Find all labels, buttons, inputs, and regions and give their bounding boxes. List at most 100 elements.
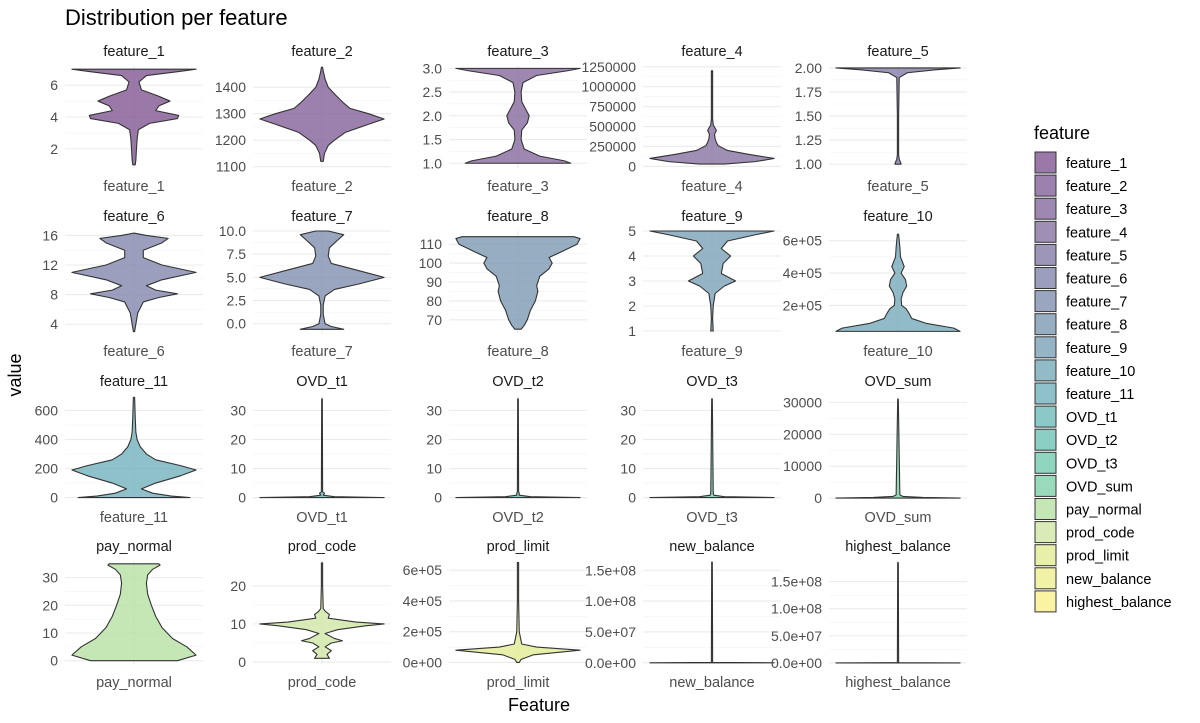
y-tick-label: 0.0 — [227, 316, 247, 332]
facet-label-feature-1: feature_1 — [103, 44, 164, 60]
legend-key-ovd-sum — [1034, 474, 1057, 497]
facet-label-feature-10: feature_10 — [863, 209, 932, 225]
y-tick-label: 10000 — [783, 458, 822, 474]
legend-label-feature-3: feature_3 — [1066, 202, 1127, 218]
panel-feature-8: 70 80 90 100 110 feature_8 feature_8 — [419, 209, 587, 360]
y-tick-label: 400 — [35, 432, 59, 448]
y-tick-label: 10 — [230, 461, 246, 477]
y-tick-label: 0 — [238, 654, 246, 670]
y-tick-label: 30 — [230, 403, 246, 419]
y-tick-label: 0 — [50, 653, 58, 669]
facet-label-feature-8: feature_8 — [487, 209, 548, 225]
y-axis-title: value — [5, 353, 25, 396]
legend-key-feature-5 — [1034, 243, 1057, 266]
y-tick-label: 2.0 — [423, 108, 443, 124]
x-tick-label-feature-10: feature_10 — [863, 344, 932, 360]
legend-key-feature-6 — [1034, 267, 1057, 289]
y-tick-label: 3.0 — [423, 60, 443, 76]
facet-label-feature-3: feature_3 — [487, 44, 548, 60]
y-tick-label: 4 — [50, 109, 58, 125]
x-tick-label-feature-8: feature_8 — [487, 344, 548, 360]
legend-title: feature — [1034, 123, 1090, 143]
panel-prod-code: 0 10 20 prod_code prod_code — [230, 539, 391, 691]
facet-label-feature-2: feature_2 — [291, 44, 352, 60]
x-tick-label-feature-7: feature_7 — [291, 344, 352, 360]
y-tick-label: 1000000 — [581, 79, 636, 95]
violin-feature-6 — [71, 232, 197, 333]
y-tick-label: 5.0 — [227, 269, 247, 285]
y-tick-label: 1.0e+08 — [771, 601, 822, 617]
y-tick-label: 20 — [42, 597, 58, 613]
y-tick-label: 1.75 — [795, 84, 822, 100]
y-tick-label: 2.00 — [795, 60, 822, 76]
y-tick-label: 6 — [50, 77, 58, 93]
legend-label-feature-8: feature_8 — [1066, 318, 1127, 334]
y-tick-label: 0 — [434, 490, 442, 506]
x-tick-label-highest-balance: highest_balance — [845, 675, 951, 691]
legend-label-highest-balance: highest_balance — [1066, 595, 1172, 611]
legend-label-ovd-t2: OVD_t2 — [1066, 433, 1118, 449]
y-tick-label: 0 — [628, 158, 636, 174]
y-tick-label: 250000 — [589, 138, 636, 154]
legend-label-feature-4: feature_4 — [1066, 225, 1127, 241]
y-tick-label: 4 — [50, 316, 58, 332]
y-tick-label: 70 — [426, 312, 442, 328]
y-tick-label: 10 — [230, 616, 246, 632]
y-tick-label: 2e+05 — [783, 297, 823, 313]
legend-label-ovd-sum: OVD_sum — [1066, 479, 1133, 495]
y-tick-label: 30 — [426, 403, 442, 419]
x-tick-label-feature-4: feature_4 — [681, 179, 742, 195]
y-tick-label: 0 — [814, 490, 822, 506]
legend-key-feature-1 — [1034, 151, 1057, 174]
x-tick-label-feature-3: feature_3 — [487, 179, 548, 195]
y-tick-label: 7.5 — [227, 246, 247, 262]
x-tick-label-ovd-t1: OVD_t1 — [296, 510, 348, 526]
violin-feature-10 — [835, 233, 961, 332]
x-tick-label-ovd-t3: OVD_t3 — [686, 510, 738, 526]
legend-key-prod-code — [1034, 521, 1057, 544]
y-tick-label: 30 — [620, 403, 636, 419]
y-tick-label: 5.0e+07 — [771, 628, 822, 644]
facet-label-prod-code: prod_code — [288, 539, 357, 555]
facet-label-ovd-t1: OVD_t1 — [296, 374, 348, 390]
violin-ovd-t3 — [649, 398, 775, 499]
legend-key-feature-4 — [1034, 220, 1057, 243]
y-tick-label: 2 — [628, 298, 636, 314]
facet-label-pay-normal: pay_normal — [96, 539, 172, 555]
x-tick-label-prod-limit: prod_limit — [487, 675, 550, 691]
legend-key-pay-normal — [1034, 498, 1057, 520]
y-tick-label: 20 — [426, 432, 442, 448]
facet-label-feature-4: feature_4 — [681, 44, 742, 60]
violin-feature-11 — [71, 396, 197, 499]
x-tick-label-pay-normal: pay_normal — [96, 675, 172, 691]
legend-key-feature-11 — [1034, 382, 1057, 405]
y-tick-label: 1.0e+08 — [585, 593, 636, 609]
legend-label-ovd-t1: OVD_t1 — [1066, 410, 1118, 426]
x-tick-label-feature-9: feature_9 — [681, 344, 742, 360]
y-tick-label: 0.0e+00 — [585, 655, 636, 671]
y-tick-label: 750000 — [589, 99, 636, 115]
facet-label-feature-7: feature_7 — [291, 209, 352, 225]
legend-label-feature-9: feature_9 — [1066, 341, 1127, 357]
violin-feature-4 — [649, 70, 775, 165]
legend-key-ovd-t2 — [1034, 428, 1057, 451]
facet-label-ovd-t3: OVD_t3 — [686, 374, 738, 390]
y-tick-label: 6e+05 — [783, 233, 823, 249]
y-tick-label: 1 — [628, 323, 636, 339]
y-tick-label: 1250000 — [581, 59, 636, 75]
y-tick-label: 4 — [628, 248, 636, 264]
x-tick-label-ovd-t2: OVD_t2 — [492, 510, 544, 526]
y-tick-label: 10.0 — [219, 223, 246, 239]
y-tick-label: 30000 — [783, 394, 822, 410]
y-tick-label: 5.0e+07 — [585, 624, 636, 640]
y-tick-label: 600 — [35, 403, 59, 419]
y-tick-label: 90 — [426, 274, 442, 290]
violin-feature-5 — [835, 67, 961, 165]
y-tick-label: 4e+05 — [403, 593, 443, 609]
panel-ovd-t1: 0 10 20 30 OVD_t1 OVD_t1 — [230, 374, 391, 526]
violin-feature-1 — [71, 68, 197, 166]
panel-pay-normal: 0 10 20 30 pay_normal pay_normal — [42, 539, 203, 691]
y-tick-label: 8 — [50, 287, 58, 303]
legend: feature_1 feature_2 feature_3 feature_4feat… — [1034, 151, 1172, 613]
